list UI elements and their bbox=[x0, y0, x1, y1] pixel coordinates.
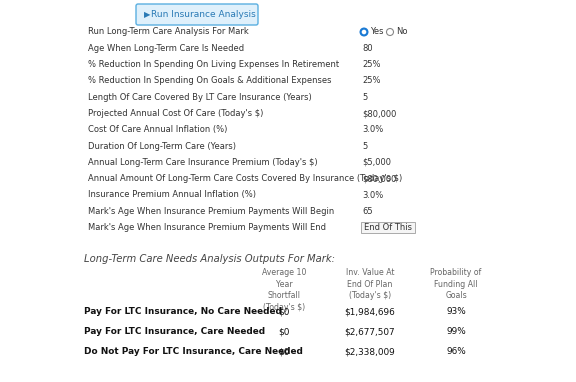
Text: Duration Of Long-Term Care (Years): Duration Of Long-Term Care (Years) bbox=[88, 142, 236, 151]
Text: $80,000: $80,000 bbox=[362, 174, 396, 183]
Text: Inv. Value At
End Of Plan
(Today's $): Inv. Value At End Of Plan (Today's $) bbox=[346, 268, 394, 301]
Text: 5: 5 bbox=[362, 142, 367, 151]
Text: Insurance Premium Annual Inflation (%): Insurance Premium Annual Inflation (%) bbox=[88, 191, 256, 199]
Text: Cost Of Care Annual Inflation (%): Cost Of Care Annual Inflation (%) bbox=[88, 125, 228, 134]
Text: Pay For LTC Insurance, Care Needed: Pay For LTC Insurance, Care Needed bbox=[84, 327, 265, 337]
Text: ▶: ▶ bbox=[144, 10, 150, 19]
Text: 96%: 96% bbox=[446, 347, 466, 356]
Text: Mark's Age When Insurance Premium Payments Will Begin: Mark's Age When Insurance Premium Paymen… bbox=[88, 207, 334, 216]
Text: Age When Long-Term Care Is Needed: Age When Long-Term Care Is Needed bbox=[88, 44, 244, 53]
Text: 99%: 99% bbox=[446, 327, 466, 337]
Text: 25%: 25% bbox=[362, 60, 381, 69]
Text: End Of This: End Of This bbox=[364, 223, 412, 232]
Text: 80: 80 bbox=[362, 44, 373, 53]
Circle shape bbox=[360, 28, 368, 36]
Text: $5,000: $5,000 bbox=[362, 158, 391, 167]
Text: % Reduction In Spending On Goals & Additional Expenses: % Reduction In Spending On Goals & Addit… bbox=[88, 76, 332, 86]
Text: Mark's Age When Insurance Premium Payments Will End: Mark's Age When Insurance Premium Paymen… bbox=[88, 223, 326, 232]
Text: 25%: 25% bbox=[362, 76, 381, 86]
Text: Annual Amount Of Long-Term Care Costs Covered By Insurance (Today's $): Annual Amount Of Long-Term Care Costs Co… bbox=[88, 174, 402, 183]
Text: $2,338,009: $2,338,009 bbox=[344, 347, 395, 356]
Text: Run Insurance Analysis: Run Insurance Analysis bbox=[151, 10, 255, 19]
FancyBboxPatch shape bbox=[136, 4, 258, 25]
Text: 3.0%: 3.0% bbox=[362, 125, 383, 134]
FancyBboxPatch shape bbox=[361, 222, 415, 233]
Text: Annual Long-Term Care Insurance Premium (Today's $): Annual Long-Term Care Insurance Premium … bbox=[88, 158, 317, 167]
Text: 93%: 93% bbox=[446, 308, 466, 316]
Text: Length Of Care Covered By LT Care Insurance (Years): Length Of Care Covered By LT Care Insura… bbox=[88, 93, 312, 102]
Text: $1,984,696: $1,984,696 bbox=[344, 308, 395, 316]
Text: 5: 5 bbox=[362, 93, 367, 102]
Text: Average 10
Year
Shortfall
(Today's $): Average 10 Year Shortfall (Today's $) bbox=[262, 268, 306, 312]
Text: No: No bbox=[396, 28, 407, 37]
Text: $0: $0 bbox=[278, 308, 290, 316]
Text: Projected Annual Cost Of Care (Today's $): Projected Annual Cost Of Care (Today's $… bbox=[88, 109, 263, 118]
Text: Yes: Yes bbox=[370, 28, 384, 37]
Text: 3.0%: 3.0% bbox=[362, 191, 383, 199]
Text: $0: $0 bbox=[278, 347, 290, 356]
Text: $0: $0 bbox=[278, 327, 290, 337]
Text: Pay For LTC Insurance, No Care Needed: Pay For LTC Insurance, No Care Needed bbox=[84, 308, 282, 316]
Text: $2,677,507: $2,677,507 bbox=[344, 327, 395, 337]
Text: Run Long-Term Care Analysis For Mark: Run Long-Term Care Analysis For Mark bbox=[88, 28, 249, 37]
Text: % Reduction In Spending On Living Expenses In Retirement: % Reduction In Spending On Living Expens… bbox=[88, 60, 339, 69]
Text: $80,000: $80,000 bbox=[362, 109, 396, 118]
Text: Long-Term Care Needs Analysis Outputs For Mark:: Long-Term Care Needs Analysis Outputs Fo… bbox=[84, 254, 335, 264]
Circle shape bbox=[362, 31, 366, 34]
Text: Probability of
Funding All
Goals: Probability of Funding All Goals bbox=[430, 268, 482, 301]
Text: 65: 65 bbox=[362, 207, 373, 216]
Text: Do Not Pay For LTC Insurance, Care Needed: Do Not Pay For LTC Insurance, Care Neede… bbox=[84, 347, 303, 356]
